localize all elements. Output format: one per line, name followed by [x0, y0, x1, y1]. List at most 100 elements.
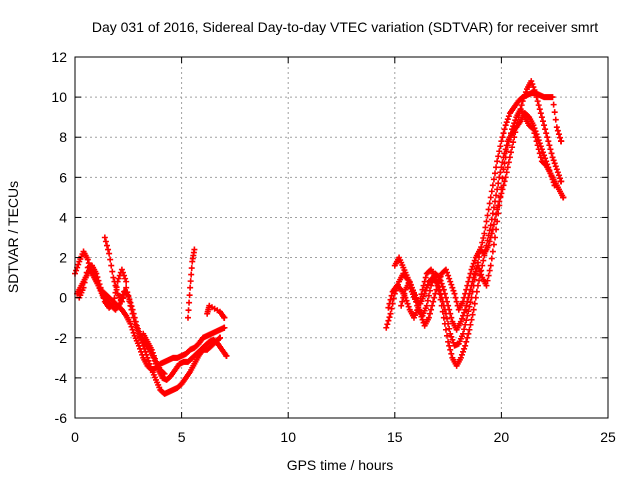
data-point: [118, 298, 125, 305]
data-point: [440, 286, 447, 293]
data-point: [538, 114, 545, 121]
data-point: [223, 352, 230, 359]
data-point: [115, 275, 122, 282]
data-point: [383, 324, 390, 331]
data-point: [84, 256, 91, 263]
data-point: [449, 336, 456, 343]
data-point: [462, 321, 469, 328]
data-point: [437, 277, 444, 284]
data-point: [413, 298, 420, 305]
data-point: [489, 182, 496, 189]
data-point: [484, 212, 491, 219]
data-points: [72, 78, 567, 397]
data-point: [520, 95, 527, 102]
data-point: [110, 300, 117, 307]
data-point: [436, 274, 443, 281]
data-point: [417, 295, 424, 302]
data-point: [496, 202, 503, 209]
data-point: [466, 290, 473, 297]
data-point: [441, 290, 448, 297]
data-point: [125, 293, 132, 300]
data-point: [472, 294, 479, 301]
data-point: [448, 350, 455, 357]
data-point: [489, 248, 496, 255]
data-point: [444, 315, 451, 322]
data-point: [530, 126, 537, 133]
data-point: [148, 346, 155, 353]
data-point: [549, 94, 556, 101]
y-tick-label: -4: [55, 370, 68, 386]
data-point: [400, 294, 407, 301]
data-point: [490, 221, 497, 228]
data-point: [101, 234, 108, 241]
data-point: [482, 224, 489, 231]
data-point: [557, 134, 564, 141]
data-point: [438, 302, 445, 309]
data-point: [466, 303, 473, 310]
data-point: [83, 269, 90, 276]
data-point: [109, 301, 116, 308]
data-point: [444, 298, 451, 305]
data-point: [542, 126, 549, 133]
data-point: [504, 142, 511, 149]
data-point: [509, 144, 516, 151]
data-point: [463, 302, 470, 309]
data-point: [532, 90, 539, 97]
data-point: [124, 289, 131, 296]
data-point: [100, 295, 107, 302]
data-point: [501, 160, 508, 167]
data-point: [102, 238, 109, 245]
data-point: [109, 268, 116, 275]
data-point: [500, 166, 507, 173]
data-point: [471, 271, 478, 278]
data-point: [398, 302, 405, 309]
data-point: [435, 273, 442, 280]
data-point: [550, 179, 557, 186]
data-point: [387, 296, 394, 303]
data-point: [423, 284, 430, 291]
data-point: [440, 314, 447, 321]
data-point: [460, 348, 467, 355]
data-point: [496, 174, 503, 181]
data-point: [142, 348, 149, 355]
data-point: [388, 305, 395, 312]
series-group: [398, 106, 558, 333]
data-point: [95, 277, 102, 284]
data-point: [498, 184, 505, 191]
data-point: [548, 173, 555, 180]
y-tick-label: -2: [55, 330, 68, 346]
grid-lines: [75, 57, 608, 418]
data-point: [82, 274, 89, 281]
data-point: [483, 282, 490, 289]
data-point: [439, 308, 446, 315]
data-point: [497, 169, 504, 176]
data-point: [484, 277, 491, 284]
data-point: [428, 282, 435, 289]
data-point: [470, 274, 477, 281]
data-point: [519, 98, 526, 105]
y-tick-label: 0: [59, 290, 67, 306]
data-point: [451, 290, 458, 297]
x-tick-label: 10: [280, 429, 296, 445]
data-point: [521, 92, 528, 99]
data-point: [132, 321, 139, 328]
data-point: [495, 210, 502, 217]
data-point: [457, 354, 464, 361]
data-point: [499, 175, 506, 182]
data-point: [541, 152, 548, 159]
y-tick-label: 2: [59, 250, 67, 266]
data-point: [188, 265, 195, 272]
data-point: [467, 321, 474, 328]
data-point: [539, 118, 546, 125]
data-point: [529, 81, 536, 88]
data-point: [412, 294, 419, 301]
data-point: [186, 299, 193, 306]
data-point: [502, 122, 509, 129]
data-point: [447, 278, 454, 285]
y-tick-label: 8: [59, 129, 67, 145]
y-tick-label: 10: [51, 89, 67, 105]
data-point: [388, 292, 395, 299]
data-point: [485, 272, 492, 279]
data-point: [399, 298, 406, 305]
data-point: [552, 163, 559, 170]
